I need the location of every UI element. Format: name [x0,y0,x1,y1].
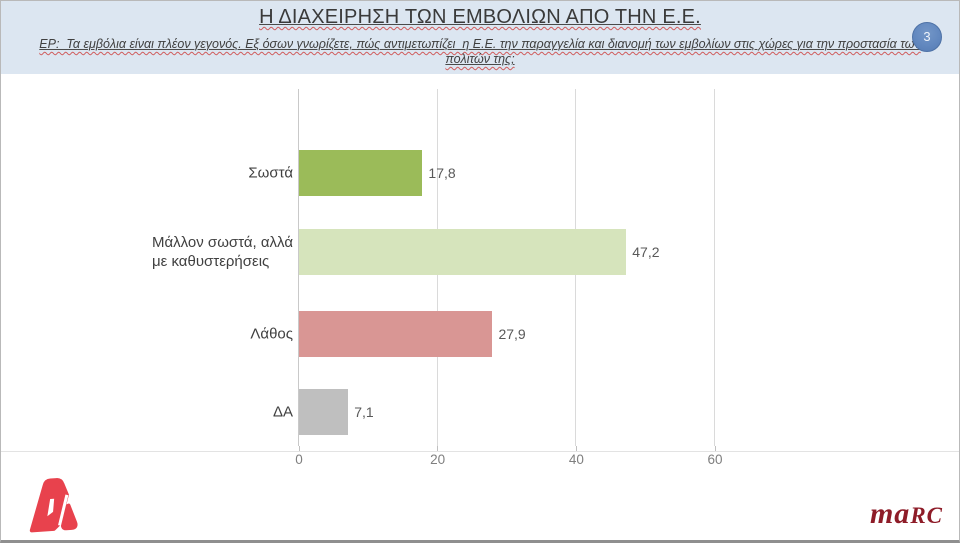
category-label: ΔΑ [272,403,293,421]
footer-divider [1,451,959,452]
marc-logo-lowercase: ma [869,497,911,530]
x-tick-label: 0 [295,452,303,467]
x-tick-label: 60 [707,452,723,467]
category-label: Σωστά [248,164,293,182]
question-subtitle: ΕΡ: Τα εμβόλια είναι πλέον γεγονός. Εξ ό… [1,37,959,67]
slide-header: Η ΔΙΑΧΕΙΡΗΣΗ ΤΩΝ ΕΜΒΟΛΙΩΝ ΑΠΟ ΤΗΝ Ε.Ε. Ε… [1,1,959,74]
value-label: 7,1 [354,404,374,420]
x-tick-mark [437,446,439,452]
chart-bar [299,229,627,275]
chart-bar [299,389,349,435]
value-label: 47,2 [632,244,660,260]
x-tick-label: 20 [430,452,446,467]
marc-logo-caps: RC [910,503,943,528]
page-number-badge: 3 [912,22,942,52]
question-line-1: ΕΡ: Τα εμβόλια είναι πλέον γεγονός. Εξ ό… [39,37,921,51]
value-label: 17,8 [428,165,456,181]
x-tick-mark [714,446,716,452]
x-tick-label: 40 [568,452,584,467]
x-tick-mark [298,446,300,452]
marc-logo: maRC [870,499,943,531]
plot-area: 0 20 40 60 17,8 47,2 27,9 7,1 [295,89,723,467]
chart-bar [299,150,423,196]
page-title: Η ΔΙΑΧΕΙΡΗΣΗ ΤΩΝ ΕΜΒΟΛΙΩΝ ΑΠΟ ΤΗΝ Ε.Ε. [259,6,701,28]
category-label: Λάθος [250,325,293,343]
alpha-tv-logo [29,478,78,533]
value-label: 27,9 [498,326,526,342]
category-label: Μάλλον σωστά, αλλά με καθυστερήσεις [151,234,293,270]
x-tick-mark [575,446,577,452]
question-line-2: πολιτών της; [445,52,515,66]
chart-bar [299,311,493,357]
gridline [714,89,715,446]
